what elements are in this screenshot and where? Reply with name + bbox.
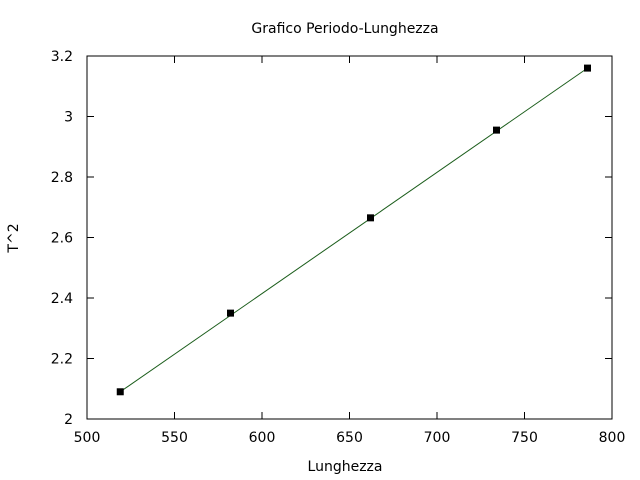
x-axis-label: Lunghezza <box>308 459 383 475</box>
y-tick-label: 3 <box>64 110 73 126</box>
x-tick-label: 650 <box>336 430 363 446</box>
fit-line-layer <box>119 67 588 393</box>
x-axis: 500 550 600 650 700 750 800 <box>74 56 626 446</box>
y-tick-label: 2.4 <box>51 291 73 307</box>
y-tick-label: 2.8 <box>51 170 73 186</box>
data-points <box>116 64 591 396</box>
y-axis: 2 2.2 2.4 2.6 2.8 3 3.2 <box>51 49 612 428</box>
fit-line <box>119 67 588 393</box>
y-axis-label: T^2 <box>6 223 22 253</box>
chart-title: Grafico Periodo-Lunghezza <box>251 21 438 37</box>
y-tick-label: 2.2 <box>51 352 73 368</box>
x-tick-label: 800 <box>599 430 626 446</box>
data-point <box>493 126 500 134</box>
x-tick-label: 700 <box>424 430 451 446</box>
y-tick-label: 2.6 <box>51 231 73 247</box>
y-tick-label: 3.2 <box>51 49 73 65</box>
plot-frame <box>86 55 613 420</box>
y-tick-label: 2 <box>64 412 73 428</box>
data-point <box>116 388 124 396</box>
data-point <box>227 309 234 317</box>
x-tick-label: 550 <box>161 430 188 446</box>
data-point <box>584 64 591 72</box>
x-tick-label: 600 <box>249 430 276 446</box>
x-tick-label: 750 <box>511 430 538 446</box>
data-point <box>367 214 374 222</box>
x-tick-label: 500 <box>74 430 101 446</box>
